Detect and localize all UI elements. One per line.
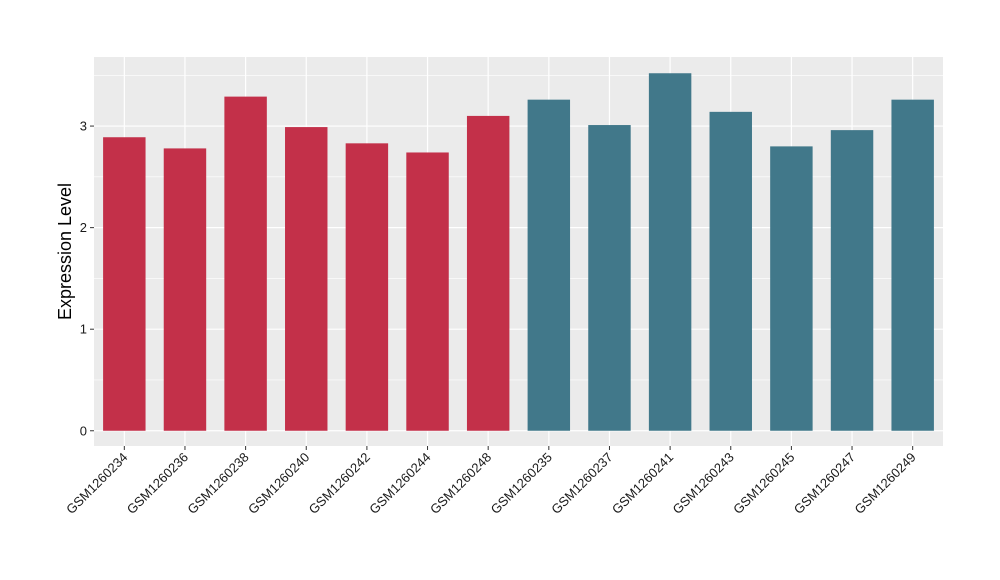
y-tick-label: 3 [80,119,87,134]
bar-GSM1260241 [648,73,692,431]
bar-GSM1260247 [830,130,874,431]
bar-GSM1260237 [588,125,631,431]
y-tick-label: 0 [80,423,87,438]
x-tick-label: GSM1260244 [366,450,433,517]
x-tick-label: GSM1260235 [488,450,555,517]
bars [103,73,934,431]
x-tick-label: GSM1260240 [245,450,312,517]
bar-GSM1260243 [709,111,752,431]
y-tick-label: 1 [80,322,87,337]
x-tick-label: GSM1260242 [306,450,373,517]
bar-GSM1260244 [406,152,449,431]
bar-GSM1260238 [224,96,267,431]
x-tick-label: GSM1260238 [184,450,251,517]
y-axis-ticks: 0 1 2 3 [80,119,94,438]
bar-GSM1260242 [345,143,389,431]
bar-GSM1260240 [285,127,328,431]
bar-GSM1260235 [527,99,571,431]
bar-GSM1260236 [163,148,207,431]
x-axis-ticks: GSM1260234GSM1260236GSM1260238GSM1260240… [63,446,919,517]
plot-panel [94,57,943,446]
bar-GSM1260249 [891,99,934,431]
x-tick-label: GSM1260234 [63,450,130,517]
x-tick-label: GSM1260236 [124,450,191,517]
x-tick-label: GSM1260243 [670,450,737,517]
x-tick-label: GSM1260249 [851,450,918,517]
x-tick-label: GSM1260241 [609,450,676,517]
bar-GSM1260245 [770,146,813,431]
x-tick-label: GSM1260237 [548,450,615,517]
bar-GSM1260234 [103,137,146,431]
x-tick-label: GSM1260248 [427,450,494,517]
bar-GSM1260248 [466,115,510,431]
y-axis-title: Expression Level [55,183,75,320]
x-tick-label: GSM1260247 [791,450,858,517]
x-tick-label: GSM1260245 [730,450,797,517]
y-tick-label: 2 [80,220,87,235]
